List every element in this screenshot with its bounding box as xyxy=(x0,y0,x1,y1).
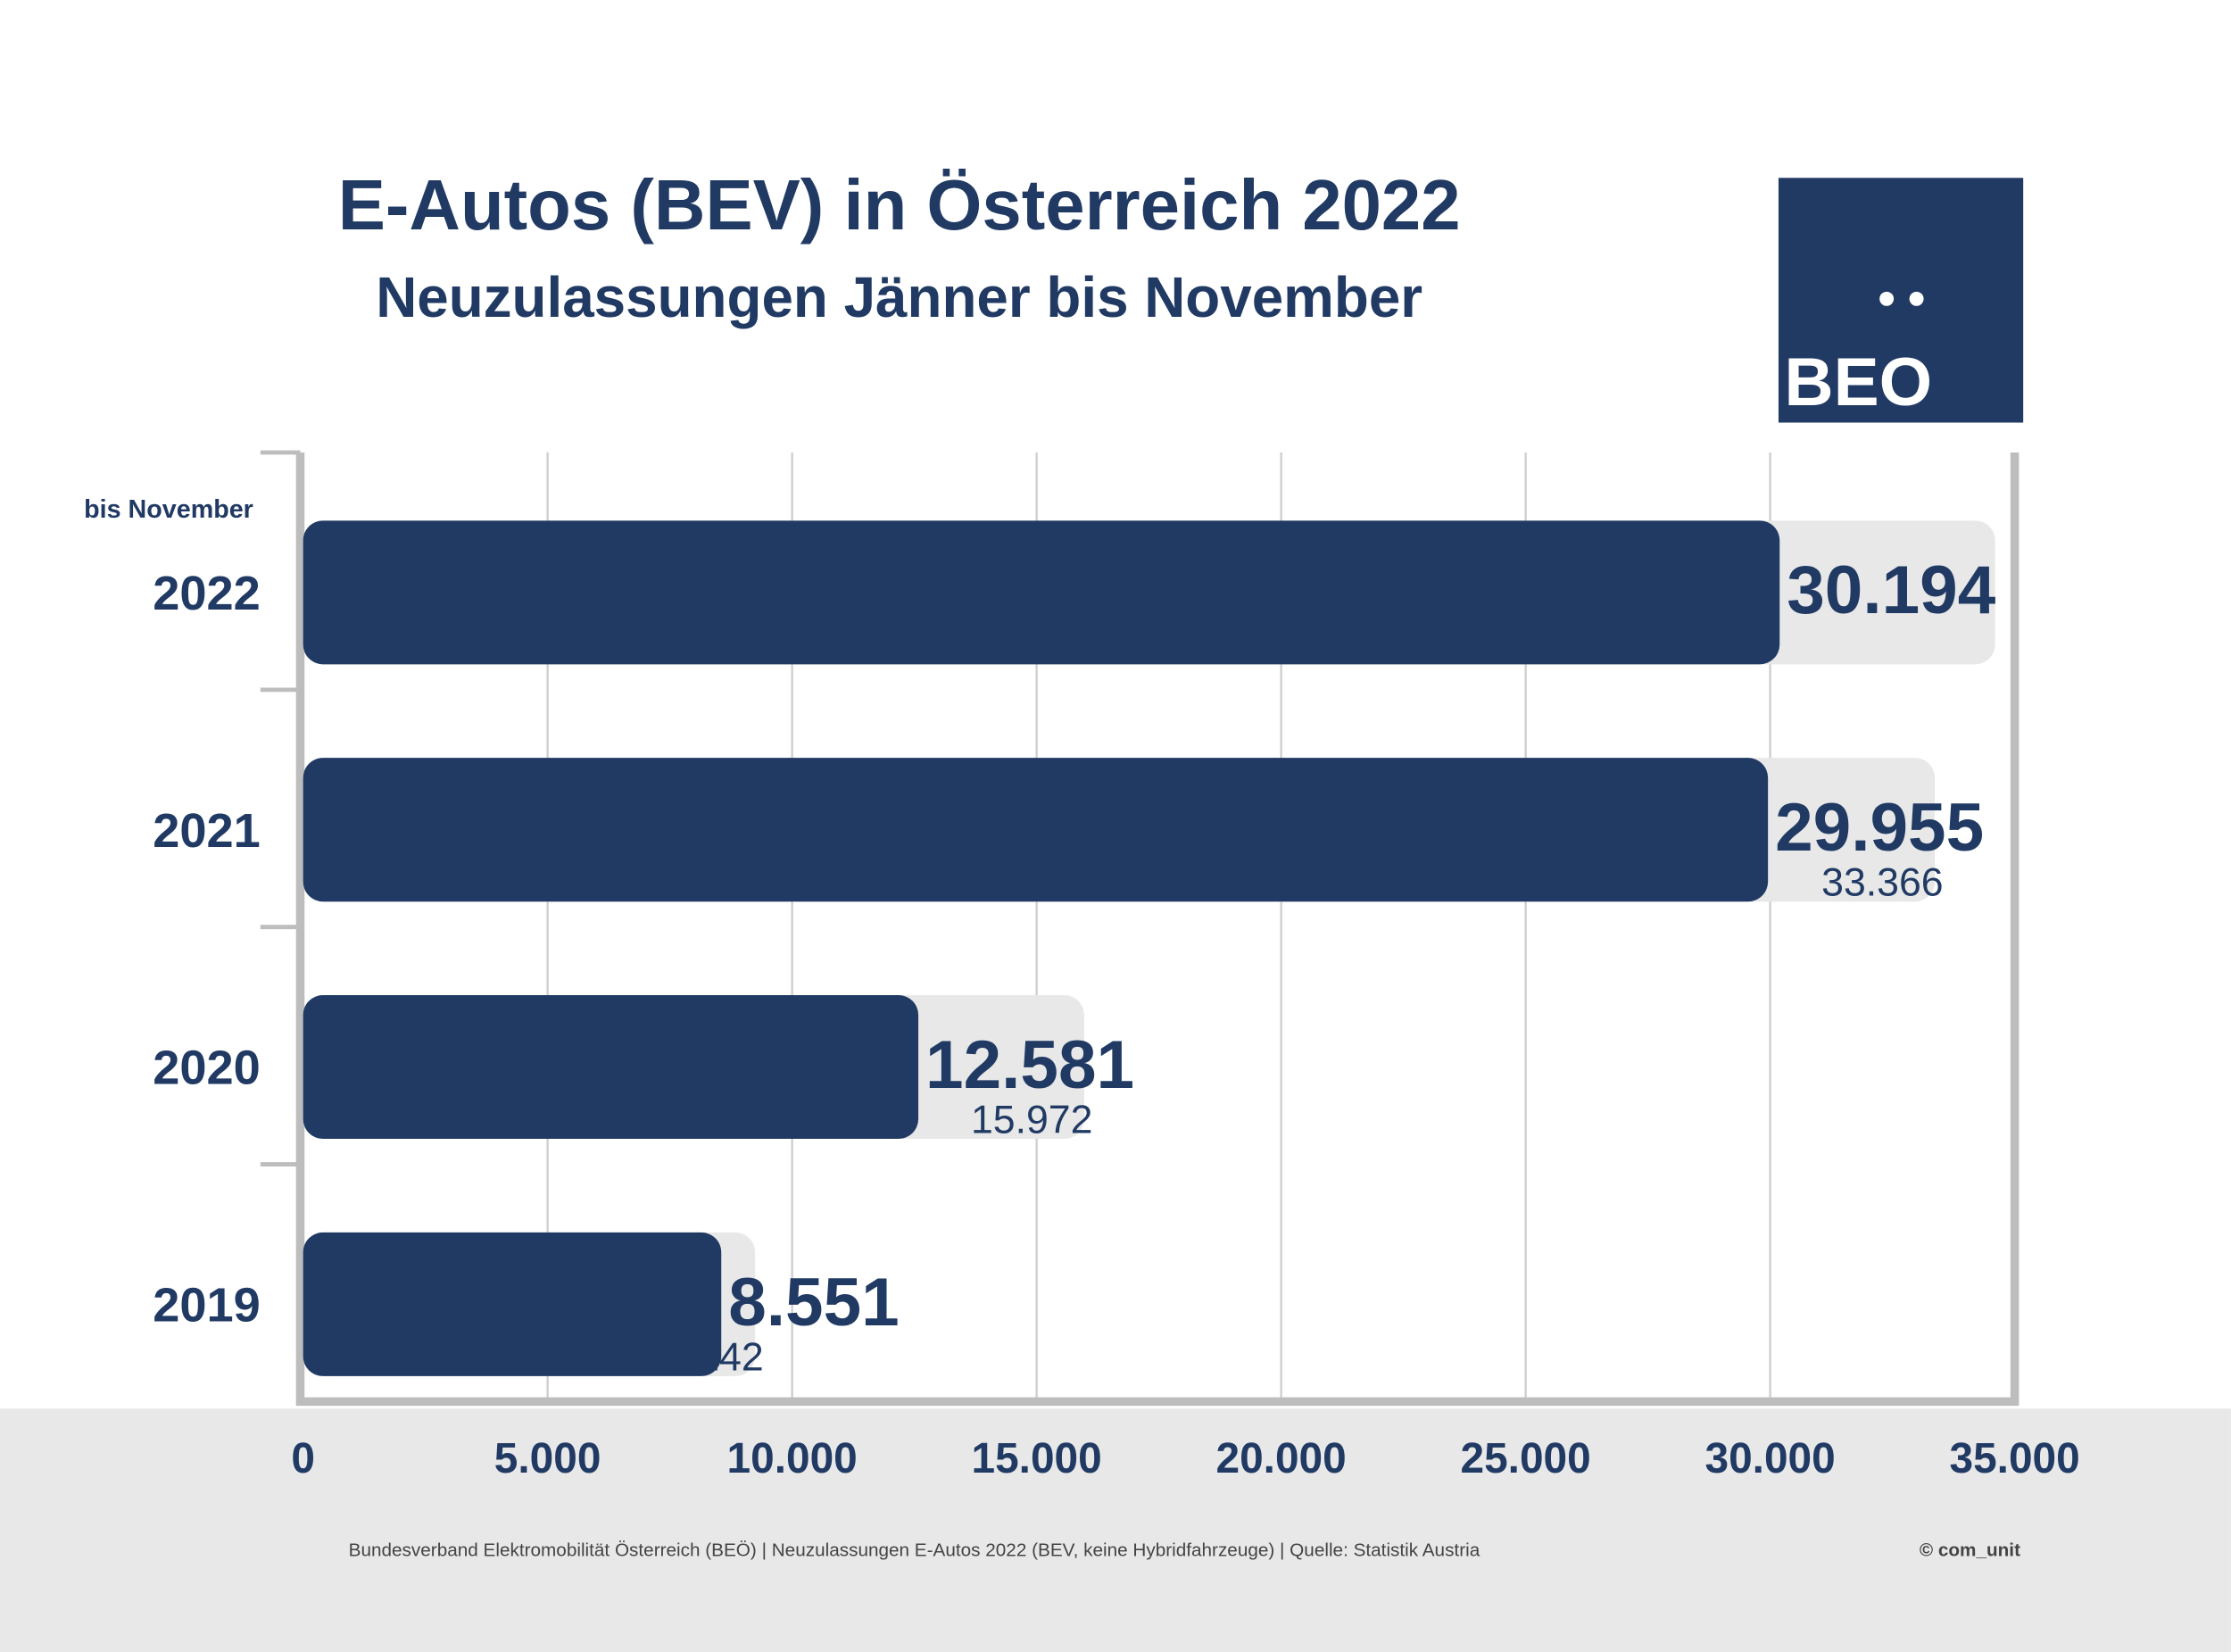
logo-text: BEO xyxy=(1784,345,1932,420)
bar xyxy=(303,995,919,1140)
x-tick-label: 30.000 xyxy=(1704,1435,1835,1482)
x-tick-label: 20.000 xyxy=(1215,1435,1346,1482)
footer-source: Bundesverband Elektromobilität Österreic… xyxy=(349,1540,1480,1560)
value-label-secondary: 33.366 xyxy=(1821,861,1944,905)
x-tick-label: 0 xyxy=(291,1435,315,1482)
x-tick-label: 15.000 xyxy=(972,1435,1102,1482)
bar xyxy=(303,758,1769,902)
value-label: 12.581 xyxy=(925,1027,1134,1103)
logo-dot xyxy=(1909,291,1924,306)
value-label: 29.955 xyxy=(1775,790,1984,866)
value-label: 8.551 xyxy=(728,1265,899,1341)
value-label-secondary: 9.242 xyxy=(664,1335,764,1379)
x-tick-label: 10.000 xyxy=(727,1435,858,1482)
annotation: bis November xyxy=(84,495,253,524)
y-tick-label: 2022 xyxy=(153,567,261,620)
logo-dot xyxy=(1879,291,1895,306)
y-tick-label: 2021 xyxy=(153,804,261,858)
value-label-secondary: 15.972 xyxy=(971,1099,1093,1142)
footer-credit: © com_unit xyxy=(1920,1540,2020,1560)
chart-subtitle: Neuzulassungen Jänner bis November xyxy=(376,265,1422,329)
bar xyxy=(303,1232,722,1376)
chart-title: E-Autos (BEV) in Österreich 2022 xyxy=(338,165,1461,245)
footer-band xyxy=(0,1408,2231,1652)
x-tick-label: 5.000 xyxy=(494,1435,601,1482)
bar xyxy=(303,520,1780,665)
y-tick-label: 2020 xyxy=(153,1042,261,1095)
x-tick-label: 25.000 xyxy=(1460,1435,1590,1482)
value-label: 30.194 xyxy=(1787,552,1995,628)
logo-box xyxy=(1778,178,2024,423)
x-tick-label: 35.000 xyxy=(1949,1435,2079,1482)
y-tick-label: 2019 xyxy=(153,1278,261,1332)
